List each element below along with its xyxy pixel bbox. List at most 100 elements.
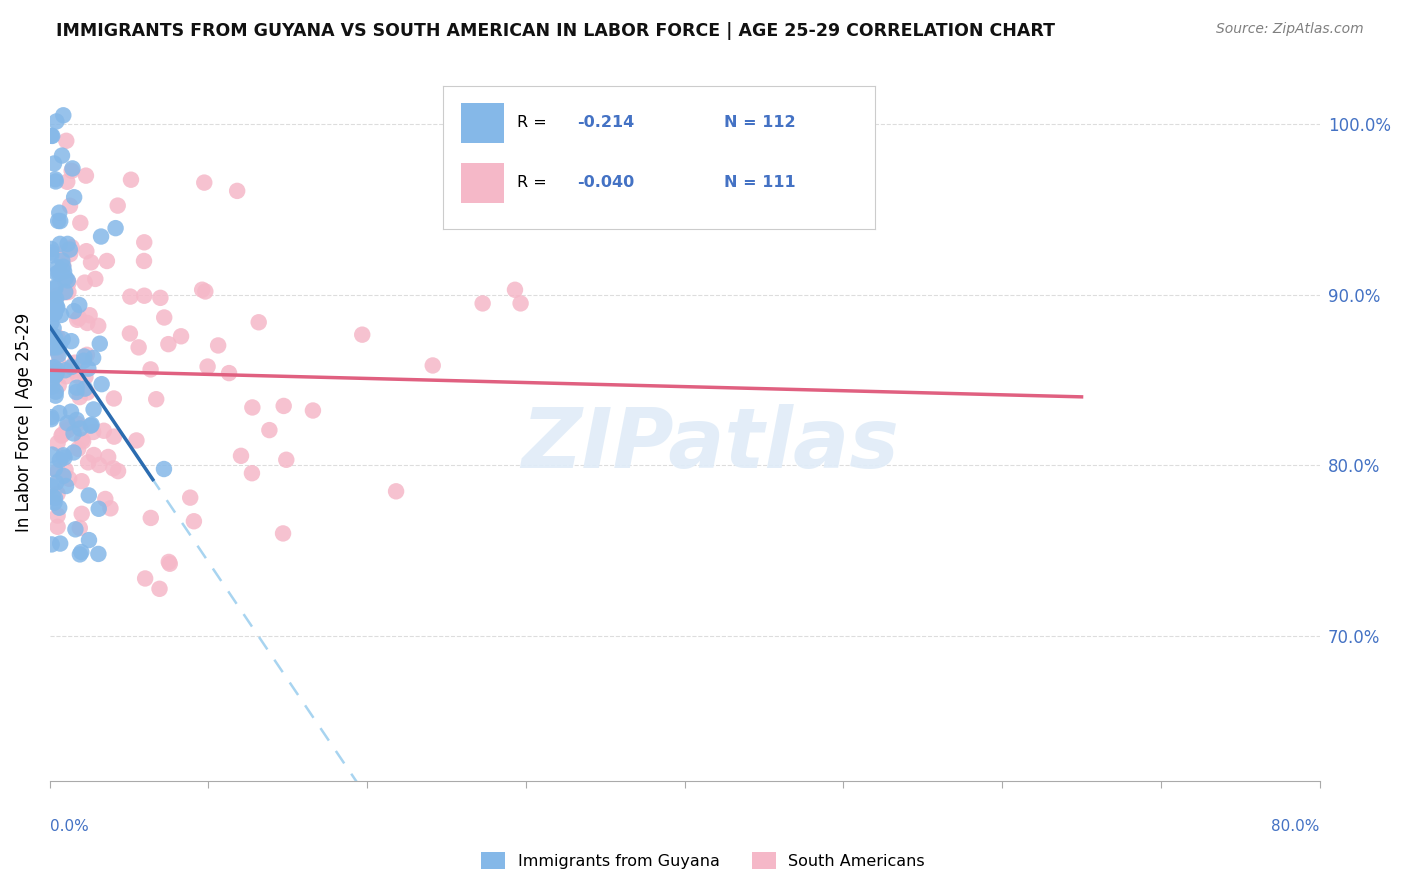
Point [56,416,79,430]
Point [103,461,125,475]
Point [44,280,66,294]
Point [70,545,93,559]
Point [83,402,105,417]
Point [97,450,120,464]
Point [63,304,86,318]
Point [90,229,112,244]
Point [76,348,98,362]
Point [51,148,73,162]
Point [46,487,69,501]
Point [471,296,494,310]
Point [48,265,70,279]
Point [139,511,162,525]
Point [51,428,73,442]
Y-axis label: In Labor Force | Age 25-29: In Labor Force | Age 25-29 [15,313,32,533]
Text: Source: ZipAtlas.com: Source: ZipAtlas.com [1216,22,1364,37]
Point [273,399,295,413]
Point [100,501,122,516]
Point [39,242,62,256]
Point [229,449,252,463]
Point [82,425,104,439]
Point [44,172,66,186]
Point [60,164,83,178]
Point [62,445,84,459]
Point [48,500,70,515]
Point [240,401,263,415]
Point [118,326,141,341]
Point [134,289,156,303]
Point [197,359,219,374]
Point [53,363,76,377]
Point [70,507,93,521]
Point [45,266,67,280]
Point [41,448,63,462]
Point [44,306,66,320]
Point [49,214,72,228]
Point [60,240,83,254]
Point [352,327,374,342]
Point [59,199,82,213]
Point [45,174,67,188]
Point [134,572,156,586]
Point [60,359,83,374]
Point [48,348,70,362]
Point [42,328,65,343]
Point [87,501,110,516]
Point [48,378,70,392]
Point [70,474,93,488]
Point [76,316,98,330]
Point [120,172,142,186]
Point [89,458,111,472]
Point [55,134,77,148]
Point [53,285,76,299]
Point [44,368,66,383]
Point [39,479,62,493]
Point [52,259,75,273]
Point [41,341,63,355]
Point [46,330,69,344]
Point [226,184,249,198]
Point [240,467,263,481]
Point [46,508,69,523]
Point [73,382,96,396]
Point [80,255,103,269]
Point [59,243,82,257]
Point [84,272,107,286]
Point [39,412,62,426]
Point [41,537,63,551]
Point [49,308,72,322]
Point [153,462,176,476]
Point [53,450,76,465]
Point [60,405,83,419]
Point [103,392,125,406]
Point [46,436,69,450]
Point [46,214,69,228]
Point [66,381,89,395]
Text: ZIPatlas: ZIPatlas [522,404,898,484]
Point [183,514,205,528]
Point [44,307,66,321]
Point [149,291,172,305]
Point [103,429,125,443]
Point [69,421,91,435]
Point [49,536,72,550]
Point [503,283,526,297]
Point [42,321,65,335]
Point [247,315,270,329]
Point [41,128,63,143]
Point [96,254,118,268]
Point [55,276,77,290]
Point [73,276,96,290]
Point [44,281,66,295]
Point [107,199,129,213]
Point [77,455,100,469]
Point [55,479,77,493]
Point [53,245,76,260]
Point [66,368,89,383]
Point [56,273,79,287]
Point [39,316,62,330]
Point [120,290,142,304]
Point [148,582,170,596]
Point [46,260,69,275]
Point [46,288,69,302]
